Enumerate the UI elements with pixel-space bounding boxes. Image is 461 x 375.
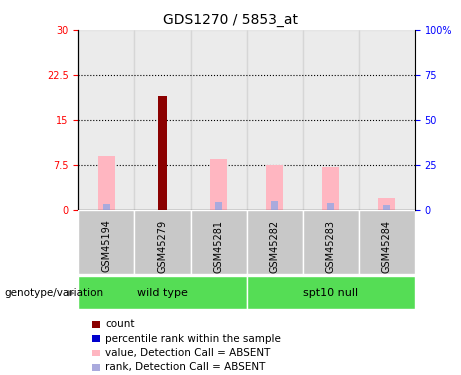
Bar [247, 210, 303, 274]
Bar [303, 30, 359, 210]
Text: value, Detection Call = ABSENT: value, Detection Call = ABSENT [105, 348, 271, 358]
Bar [210, 159, 227, 210]
Text: GSM45194: GSM45194 [101, 219, 112, 272]
Bar [359, 210, 415, 274]
Bar [247, 276, 415, 309]
Text: GSM45283: GSM45283 [326, 219, 336, 273]
Bar [303, 210, 359, 274]
Text: genotype/variation: genotype/variation [5, 288, 104, 298]
Text: rank, Detection Call = ABSENT: rank, Detection Call = ABSENT [105, 362, 266, 372]
Text: wild type: wild type [137, 288, 188, 297]
Text: count: count [105, 320, 135, 329]
Bar [190, 210, 247, 274]
Bar [272, 201, 278, 210]
Bar [266, 165, 283, 210]
Bar [215, 202, 222, 210]
Bar [103, 204, 110, 210]
Bar [158, 96, 167, 210]
Bar [135, 210, 190, 274]
Bar [78, 30, 135, 210]
Bar [135, 30, 190, 210]
Bar [359, 30, 415, 210]
Text: GSM45281: GSM45281 [213, 219, 224, 273]
Text: percentile rank within the sample: percentile rank within the sample [105, 334, 281, 344]
Bar [78, 276, 247, 309]
Bar [247, 30, 303, 210]
Bar [190, 30, 247, 210]
Text: GSM45279: GSM45279 [158, 219, 167, 273]
Bar [98, 156, 115, 210]
Bar [384, 205, 390, 210]
Bar [378, 198, 395, 210]
Bar [78, 210, 135, 274]
Text: spt10 null: spt10 null [303, 288, 358, 297]
Text: GDS1270 / 5853_at: GDS1270 / 5853_at [163, 13, 298, 27]
Text: GSM45282: GSM45282 [270, 219, 280, 273]
Text: GSM45284: GSM45284 [382, 219, 392, 273]
Bar [322, 167, 339, 210]
Bar [327, 203, 334, 210]
Bar [160, 198, 165, 210]
